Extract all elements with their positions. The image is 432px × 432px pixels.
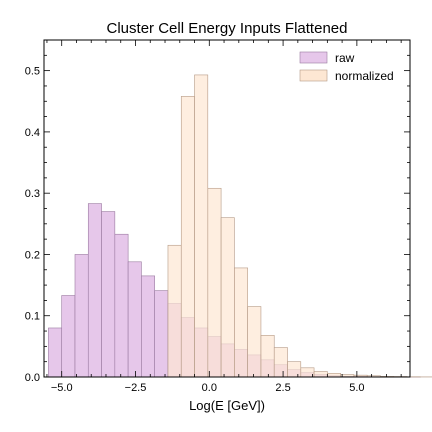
- bar-raw-2: [74, 254, 89, 378]
- bar-raw-7: [141, 275, 155, 378]
- ticks-layer: −5.0 −2.5 0.0 2.5 5.0 0.0 0.1 0.2 0.3 0.4 0.5: [25, 39, 410, 394]
- bar-normalized-5: [234, 267, 248, 378]
- x-tick-label: 2.5: [275, 382, 290, 394]
- legend-label: normalized: [335, 69, 394, 83]
- bar-raw-6: [127, 261, 142, 378]
- y-tick-label: 0.0: [25, 372, 40, 384]
- bar-normalized-1: [180, 96, 195, 378]
- bar-normalized-12: [327, 373, 341, 378]
- bar-normalized-2: [194, 74, 209, 378]
- bar-normalized-0: [167, 244, 182, 378]
- legend-label: raw: [335, 51, 355, 65]
- y-tick-label: 0.5: [25, 66, 40, 78]
- x-axis-label: Log(E [GeV]): [189, 398, 265, 413]
- x-tick-label: 5.0: [349, 382, 364, 394]
- legend-swatch: [299, 69, 328, 82]
- legend-swatch: [299, 51, 328, 64]
- bar-normalized-11: [313, 371, 328, 378]
- bar-normalized-3: [207, 187, 222, 378]
- y-tick-label: 0.2: [25, 249, 40, 261]
- bar-raw-5: [114, 233, 129, 378]
- bar-normalized-7: [260, 335, 275, 378]
- bar-raw-0: [48, 327, 63, 378]
- chart-title: Cluster Cell Energy Inputs Flattened: [107, 20, 348, 37]
- bar-raw-8: [154, 290, 169, 378]
- x-tick-label: −2.5: [125, 382, 147, 394]
- bar-normalized-8: [273, 347, 288, 378]
- bars-layer: [48, 74, 432, 378]
- bar-raw-1: [61, 295, 76, 378]
- legend: raw normalized: [299, 51, 394, 83]
- legend-item-raw: raw: [299, 51, 355, 65]
- x-tick-label: 0.0: [202, 382, 217, 394]
- x-tick-label: −5.0: [51, 382, 73, 394]
- y-tick-label: 0.1: [25, 311, 40, 323]
- bar-normalized-10: [300, 367, 315, 378]
- series-normalized: [167, 74, 432, 378]
- y-tick-label: 0.3: [25, 188, 40, 200]
- legend-item-normalized: normalized: [299, 69, 394, 83]
- bar-normalized-6: [247, 306, 262, 378]
- bar-normalized-4: [220, 217, 235, 378]
- y-tick-label: 0.4: [25, 127, 40, 139]
- bar-raw-3: [87, 203, 102, 378]
- bar-raw-4: [101, 211, 116, 378]
- bar-normalized-9: [287, 361, 302, 378]
